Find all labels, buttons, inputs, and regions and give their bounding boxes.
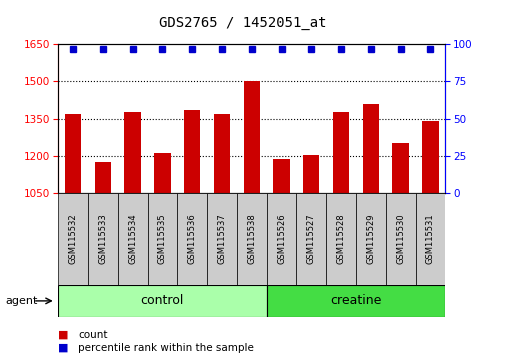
Bar [58,193,88,285]
Text: agent: agent [5,296,37,306]
Text: percentile rank within the sample: percentile rank within the sample [78,343,254,353]
Text: GSM115534: GSM115534 [128,213,137,264]
Text: ■: ■ [58,330,69,339]
Bar [266,193,296,285]
Text: GSM115531: GSM115531 [425,213,434,264]
Bar [154,153,170,193]
Text: creatine: creatine [330,295,381,307]
Bar [118,193,147,285]
Bar [355,193,385,285]
Bar [392,143,408,193]
Text: GSM115536: GSM115536 [187,213,196,264]
Bar [124,113,140,193]
Bar [65,114,81,193]
Bar [184,110,200,193]
Text: control: control [140,295,184,307]
Text: GSM115535: GSM115535 [158,213,167,264]
Text: GSM115538: GSM115538 [247,213,256,264]
Text: GSM115537: GSM115537 [217,213,226,264]
Bar [385,193,415,285]
Text: GSM115527: GSM115527 [306,213,315,264]
Bar [213,114,230,193]
Text: count: count [78,330,108,339]
Bar [58,285,266,317]
Bar [147,193,177,285]
Bar [421,121,438,193]
Text: GSM115528: GSM115528 [336,213,345,264]
Text: GSM115532: GSM115532 [69,213,77,264]
Bar [243,81,260,193]
Bar [177,193,207,285]
Bar [236,193,266,285]
Text: GSM115529: GSM115529 [366,214,375,264]
Text: GSM115526: GSM115526 [276,213,285,264]
Bar [415,193,444,285]
Bar [207,193,236,285]
Bar [296,193,326,285]
Bar [326,193,355,285]
Bar [94,162,111,193]
Bar [88,193,118,285]
Text: GSM115530: GSM115530 [395,213,405,264]
Text: ■: ■ [58,343,69,353]
Bar [362,104,378,193]
Text: GSM115533: GSM115533 [98,213,107,264]
Text: GDS2765 / 1452051_at: GDS2765 / 1452051_at [159,16,326,30]
Bar [266,285,444,317]
Bar [332,113,348,193]
Bar [273,160,289,193]
Bar [302,155,319,193]
